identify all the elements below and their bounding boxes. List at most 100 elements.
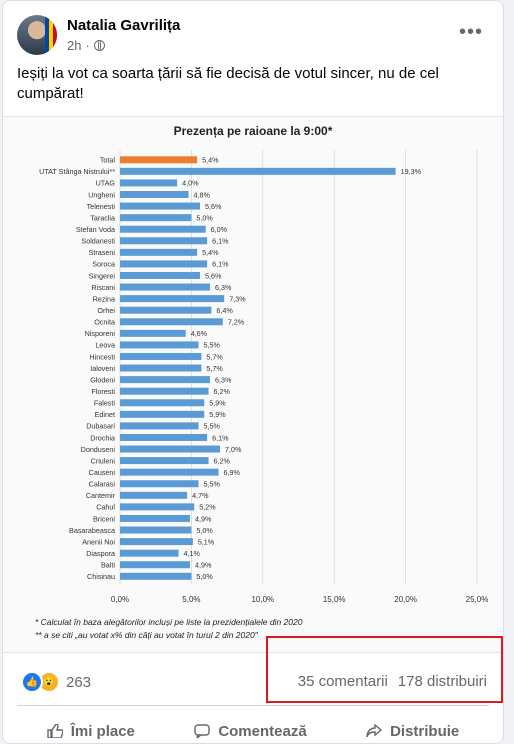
data-label: 6,3% — [215, 283, 232, 292]
share-button[interactable]: Distribuie — [366, 713, 459, 740]
data-label: 5,0% — [196, 572, 213, 581]
post-time[interactable]: 2h — [67, 38, 82, 53]
data-label: 4,8% — [194, 190, 211, 199]
bar — [120, 538, 193, 546]
data-label: 5,9% — [209, 410, 226, 419]
data-label: 6,1% — [212, 237, 229, 246]
category-label: Cahul — [96, 503, 115, 512]
comment-button[interactable]: Comentează — [194, 713, 307, 740]
data-label: 19,3% — [401, 167, 422, 176]
avatar[interactable] — [17, 15, 57, 55]
category-label: Glodeni — [90, 375, 115, 384]
data-label: 5,5% — [204, 341, 221, 350]
category-label: UTAT Stânga Nistrului** — [39, 167, 115, 176]
chart-image[interactable]: Prezența pe raioane la 9:00* 0,0% 5,0% 10,0… — [3, 116, 503, 653]
data-label: 4,1% — [184, 549, 201, 558]
like-button[interactable]: Îmi place — [47, 713, 135, 740]
bar — [120, 341, 199, 349]
data-label: 5,2% — [199, 503, 216, 512]
category-label: Basarabeasca — [69, 526, 115, 535]
post-card: Natalia Gavrilița 2h · ••• Ieșiți la vot… — [2, 0, 504, 744]
bar — [120, 561, 190, 569]
bar — [120, 225, 206, 233]
bar — [120, 572, 192, 580]
bar — [120, 283, 210, 291]
category-label: Cantemir — [86, 491, 116, 500]
category-label: Criuleni — [91, 456, 116, 465]
data-label: 4,0% — [182, 179, 199, 188]
thumbs-up-icon — [47, 724, 63, 738]
data-label: 5,6% — [205, 271, 222, 280]
comments-count[interactable]: 35 comentarii — [297, 673, 388, 690]
category-label: Hincesti — [89, 352, 115, 361]
reactions-summary[interactable]: 👍 😮 263 — [21, 671, 91, 693]
x-tick-label: 10,0% — [251, 595, 274, 604]
turnout-bar-chart: Prezența pe raioane la 9:00* 0,0% 5,0% 10,0… — [35, 124, 488, 640]
category-label: Telenesti — [87, 202, 116, 211]
bar — [120, 329, 186, 337]
data-label: 6,9% — [224, 468, 241, 477]
category-label: Soroca — [92, 260, 115, 269]
category-label: Diaspora — [86, 549, 115, 558]
category-label: Balti — [101, 561, 115, 570]
footnote: * Calculat în baza alegătorilor incluși … — [35, 617, 303, 627]
data-label: 5,0% — [196, 213, 213, 222]
data-label: 5,9% — [209, 399, 226, 408]
shares-count[interactable]: 178 distribuiri — [397, 673, 487, 690]
bar — [120, 503, 195, 511]
data-label: 5,7% — [206, 352, 223, 361]
data-label: 5,6% — [205, 202, 222, 211]
data-label: 6,3% — [215, 375, 232, 384]
share-icon — [366, 724, 383, 738]
category-label: UTAG — [96, 179, 116, 188]
bar — [120, 306, 212, 314]
comment-icon — [194, 724, 211, 738]
chart-title: Prezența pe raioane la 9:00* — [174, 124, 333, 138]
data-label: 6,4% — [216, 306, 233, 315]
more-options-icon[interactable]: ••• — [458, 21, 483, 43]
author-name[interactable]: Natalia Gavrilița — [67, 17, 181, 34]
data-label: 6,0% — [211, 225, 228, 234]
bar — [120, 237, 208, 245]
bar — [120, 214, 192, 222]
bar — [120, 352, 202, 360]
bar — [120, 179, 178, 187]
category-label: Chisinau — [87, 572, 115, 581]
category-label: Rezina — [93, 294, 115, 303]
bar — [120, 399, 205, 407]
data-label: 5,5% — [204, 480, 221, 489]
category-label: Orhei — [97, 306, 115, 315]
category-label: Ungheni — [88, 190, 115, 199]
data-label: 4,9% — [195, 514, 212, 523]
post-actions: Îmi place Comentează Distribuie — [17, 705, 489, 743]
bar — [120, 271, 200, 279]
data-label: 4,6% — [191, 329, 208, 338]
category-label: Stefan Voda — [76, 225, 115, 234]
bar — [120, 318, 223, 326]
bar — [120, 156, 198, 164]
data-label: 6,2% — [214, 456, 231, 465]
bar — [120, 433, 208, 441]
data-label: 5,4% — [202, 156, 219, 165]
data-label: 4,9% — [195, 561, 212, 570]
data-label: 6,2% — [214, 387, 231, 396]
highlight-box — [266, 636, 503, 703]
bar — [120, 526, 192, 534]
category-label: Edinet — [95, 410, 115, 419]
data-label: 7,3% — [229, 294, 246, 303]
like-icon: 👍 — [21, 671, 43, 693]
post-header: Natalia Gavrilița 2h · ••• — [17, 13, 487, 57]
category-label: Nisporeni — [85, 329, 116, 338]
bar — [120, 190, 189, 198]
footnote: ** a se citi „au votat x% din câți au vo… — [35, 630, 259, 640]
category-label: Leova — [95, 341, 115, 350]
bar — [120, 549, 179, 557]
bar — [120, 202, 200, 210]
x-tick-label: 5,0% — [182, 595, 200, 604]
data-label: 6,1% — [212, 433, 229, 442]
category-label: Straseni — [89, 248, 116, 257]
category-label: Ocnita — [94, 318, 115, 327]
category-label: Total — [100, 156, 116, 165]
data-label: 7,2% — [228, 318, 245, 327]
bar — [120, 514, 190, 522]
